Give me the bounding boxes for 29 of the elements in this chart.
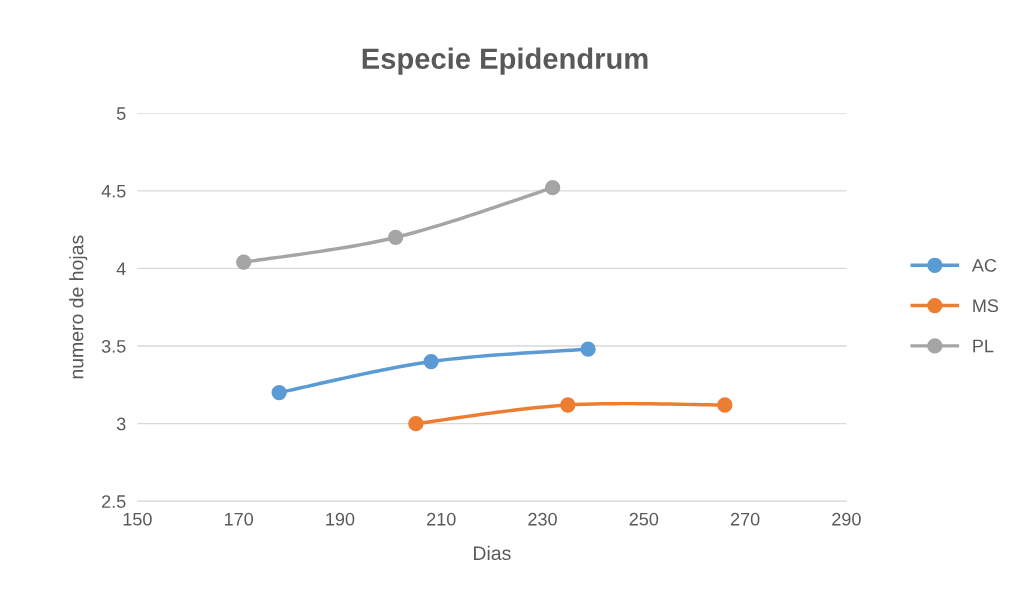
x-tick-label: 270 xyxy=(730,512,760,526)
y-tick-label: 3.5 xyxy=(101,339,126,353)
y-tick-label: 2.5 xyxy=(102,495,126,508)
x-tick-label: 170 xyxy=(224,512,254,526)
y-tick-label: 5 xyxy=(116,107,126,120)
legend-label: MS xyxy=(973,299,999,313)
x-tick-label: 210 xyxy=(427,512,456,526)
y-tick-label: 3 xyxy=(116,417,126,431)
point xyxy=(271,384,287,401)
x-tick-label: 150 xyxy=(123,512,152,526)
y-tick-label: 4.5 xyxy=(101,184,126,198)
point xyxy=(236,254,252,270)
x-tick-label: 190 xyxy=(326,512,355,526)
chart-title: Especie Epidendrum xyxy=(362,47,648,75)
point xyxy=(545,180,561,196)
legend-label: PL xyxy=(973,339,994,353)
point xyxy=(388,229,404,246)
y-tick-label: 4 xyxy=(116,262,126,275)
x-tick-label: 230 xyxy=(528,512,557,526)
y-axis-title: numero de hojas xyxy=(69,235,88,379)
x-tick-label: 250 xyxy=(629,512,659,526)
point xyxy=(423,353,439,370)
x-tick-label: 290 xyxy=(832,512,861,526)
point xyxy=(560,397,576,413)
point xyxy=(408,415,424,432)
x-axis-title: Dias xyxy=(474,545,511,561)
point xyxy=(580,341,596,357)
point xyxy=(717,397,733,413)
legend-label: AC xyxy=(971,258,997,272)
